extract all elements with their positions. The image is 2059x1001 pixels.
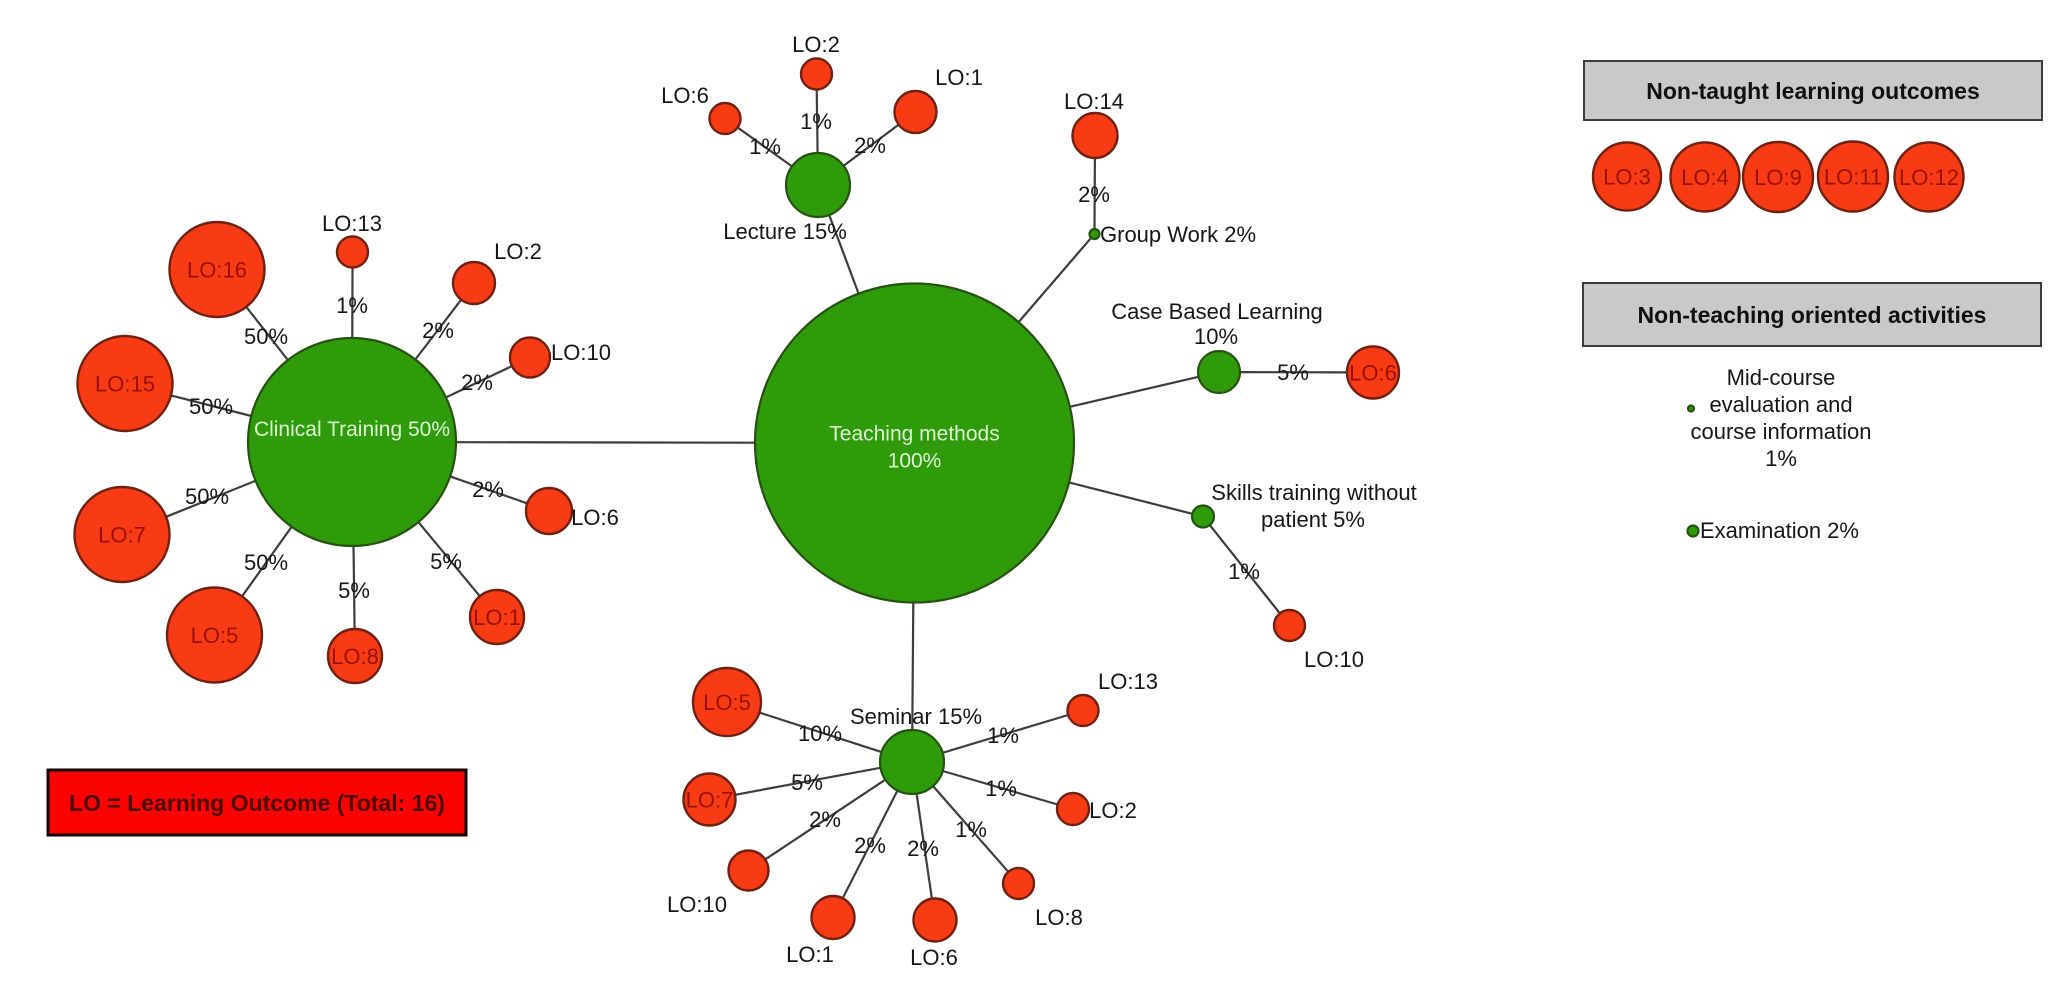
svg-text:LO:16: LO:16 [187, 258, 247, 283]
svg-text:LO:10: LO:10 [551, 340, 611, 365]
svg-text:1%: 1% [749, 134, 781, 159]
svg-text:LO:8: LO:8 [1035, 905, 1083, 930]
svg-text:LO:7: LO:7 [98, 523, 146, 548]
svg-text:10%: 10% [1194, 324, 1238, 349]
svg-text:1%: 1% [987, 723, 1019, 748]
svg-text:50%: 50% [244, 324, 288, 349]
svg-text:1%: 1% [955, 817, 987, 842]
svg-text:2%: 2% [854, 133, 886, 158]
svg-text:1%: 1% [1765, 446, 1797, 471]
svg-text:LO:6: LO:6 [1349, 361, 1397, 386]
svg-text:LO:15: LO:15 [95, 372, 155, 397]
svg-text:2%: 2% [854, 833, 886, 858]
svg-text:Non-teaching oriented activiti: Non-teaching oriented activities [1638, 302, 1987, 328]
svg-text:2%: 2% [472, 477, 504, 502]
svg-text:LO:2: LO:2 [494, 239, 542, 264]
svg-text:2%: 2% [907, 836, 939, 861]
svg-text:100%: 100% [888, 450, 942, 473]
svg-text:LO:6: LO:6 [571, 505, 619, 530]
svg-text:5%: 5% [430, 549, 462, 574]
svg-text:LO:1: LO:1 [786, 942, 834, 967]
svg-text:LO:10: LO:10 [1304, 647, 1364, 672]
svg-text:2%: 2% [422, 318, 454, 343]
svg-text:LO:13: LO:13 [1098, 669, 1158, 694]
svg-text:LO:5: LO:5 [703, 690, 751, 715]
svg-text:LO = Learning Outcome (Total:: LO = Learning Outcome (Total: 16) [69, 790, 445, 816]
svg-text:2%: 2% [461, 370, 493, 395]
svg-text:Clinical Training 50%: Clinical Training 50% [254, 418, 450, 441]
svg-text:5%: 5% [338, 578, 370, 603]
svg-text:LO:7: LO:7 [686, 788, 734, 813]
svg-text:LO:4: LO:4 [1681, 165, 1729, 190]
svg-text:5%: 5% [791, 770, 823, 795]
svg-text:LO:8: LO:8 [331, 644, 379, 669]
svg-text:Mid-course: Mid-course [1727, 365, 1836, 390]
svg-text:patient 5%: patient 5% [1261, 507, 1365, 532]
svg-text:1%: 1% [800, 109, 832, 134]
svg-text:Non-taught learning outcomes: Non-taught learning outcomes [1646, 78, 1980, 104]
svg-text:LO:6: LO:6 [661, 83, 709, 108]
svg-text:LO:3: LO:3 [1603, 165, 1651, 190]
svg-text:LO:1: LO:1 [935, 65, 983, 90]
svg-text:Lecture 15%: Lecture 15% [723, 219, 847, 244]
svg-text:LO:13: LO:13 [322, 211, 382, 236]
svg-text:5%: 5% [1277, 360, 1309, 385]
svg-text:Group Work 2%: Group Work 2% [1100, 222, 1256, 247]
svg-text:LO:10: LO:10 [667, 892, 727, 917]
svg-text:50%: 50% [244, 550, 288, 575]
svg-text:Teaching methods: Teaching methods [829, 423, 999, 446]
svg-text:LO:1: LO:1 [473, 605, 521, 630]
svg-text:2%: 2% [1078, 182, 1110, 207]
svg-text:LO:11: LO:11 [1824, 165, 1882, 190]
svg-text:LO:9: LO:9 [1754, 165, 1802, 190]
svg-text:10%: 10% [798, 721, 842, 746]
svg-text:Skills training without: Skills training without [1211, 480, 1416, 505]
svg-text:1%: 1% [336, 293, 368, 318]
svg-text:50%: 50% [185, 484, 229, 509]
svg-text:50%: 50% [189, 394, 233, 419]
svg-text:course information: course information [1691, 419, 1872, 444]
svg-text:Examination 2%: Examination 2% [1700, 518, 1859, 543]
svg-text:2%: 2% [809, 807, 841, 832]
svg-text:LO:2: LO:2 [1089, 798, 1137, 823]
svg-text:1%: 1% [985, 776, 1017, 801]
svg-text:Case Based Learning: Case Based Learning [1111, 299, 1323, 324]
svg-text:evaluation and: evaluation and [1709, 392, 1852, 417]
svg-text:Seminar 15%: Seminar 15% [850, 704, 982, 729]
svg-text:LO:2: LO:2 [792, 32, 840, 57]
svg-text:LO:14: LO:14 [1064, 89, 1124, 114]
svg-text:1%: 1% [1228, 559, 1260, 584]
svg-text:LO:12: LO:12 [1899, 165, 1959, 190]
svg-text:LO:5: LO:5 [191, 623, 239, 648]
svg-text:LO:6: LO:6 [910, 945, 958, 970]
